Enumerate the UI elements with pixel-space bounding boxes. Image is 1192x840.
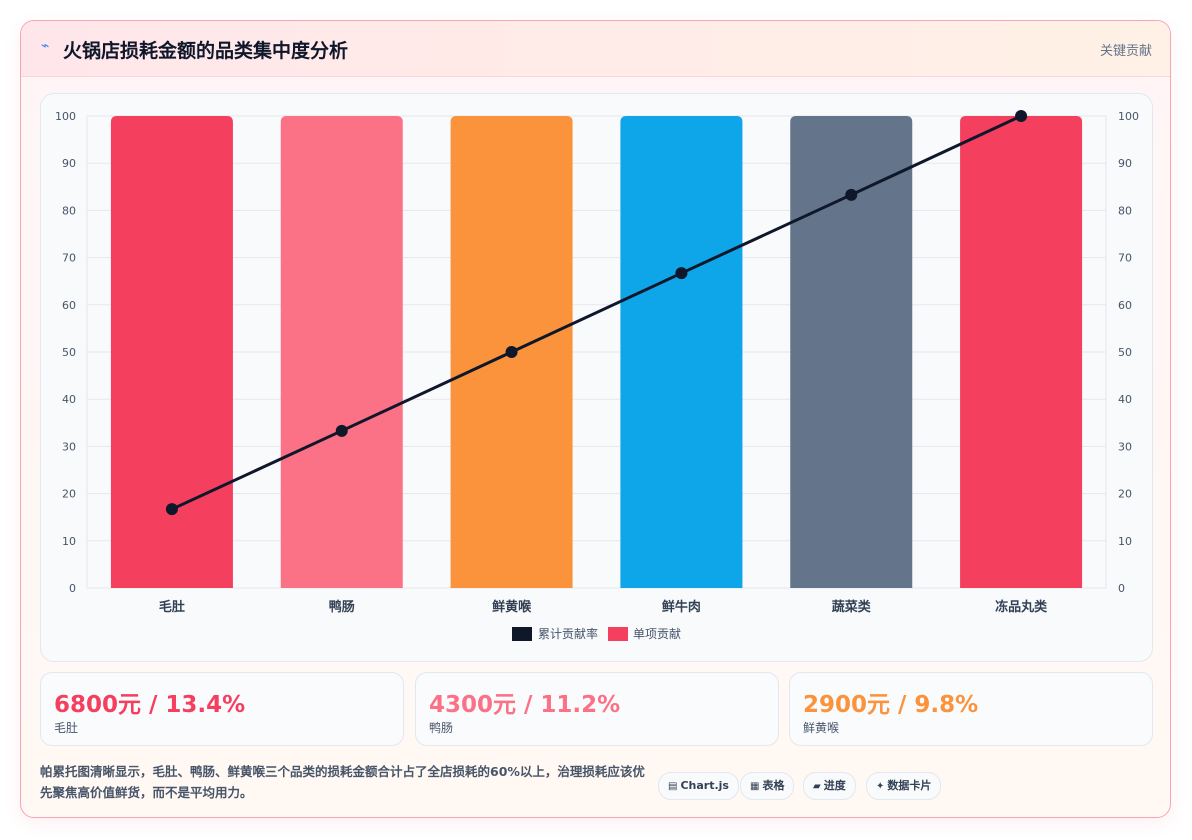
chip-progress[interactable]: ▰ 进度 — [803, 772, 856, 800]
stat-card-1: 6800元 / 13.4% 毛肚 — [40, 672, 404, 746]
summary-note: 帕累托图清晰显示，毛肚、鸭肠、鲜黄喉三个品类的损耗金额合计占了全店损耗的60%以… — [40, 764, 645, 800]
y2-tick-label: 50 — [1118, 346, 1132, 359]
y2-tick-label: 100 — [1118, 110, 1139, 123]
chart-icon: ▤ — [668, 781, 678, 792]
y-tick-label: 100 — [55, 110, 76, 123]
chart-panel: 0 0 10 10 20 20 30 30 40 40 50 50 60 60 70 70 80 80 90 90 10… — [40, 93, 1153, 662]
y-tick-label: 30 — [62, 440, 76, 453]
chip-label: 进度 — [823, 779, 846, 792]
legend-label-cumulative: 累计贡献率 — [538, 626, 598, 641]
x-tick-label: 毛肚 — [159, 599, 185, 615]
x-tick-label: 蔬菜类 — [832, 599, 872, 615]
y-tick-label: 70 — [62, 252, 76, 265]
header-tag: 关键贡献 — [1099, 44, 1152, 59]
y-tick-label: 40 — [62, 393, 76, 406]
y2-tick-label: 20 — [1118, 488, 1132, 501]
bar — [620, 116, 743, 588]
cumulative-line — [171, 114, 1022, 511]
y2-tick-label: 80 — [1118, 204, 1132, 217]
y2-tick-label: 30 — [1118, 440, 1132, 453]
y2-tick-label: 70 — [1118, 252, 1132, 265]
chip-label: 表格 — [762, 779, 785, 792]
lightning-icon: ⌁ — [41, 38, 50, 54]
stat-value: 2900元 / 9.8% — [803, 692, 979, 718]
y2-tick-label: 0 — [1118, 582, 1125, 595]
line-point — [335, 424, 348, 437]
y2-tick-label: 10 — [1118, 535, 1132, 548]
line-point — [845, 188, 858, 201]
y2-tick-label: 90 — [1118, 157, 1132, 170]
y2-tick-label: 60 — [1118, 299, 1132, 312]
bar — [110, 116, 233, 588]
table-icon: ▦ — [750, 781, 760, 792]
x-tick-label: 鲜牛肉 — [662, 599, 701, 615]
chip-table[interactable]: ▦ 表格 — [740, 772, 795, 800]
y-tick-label: 60 — [62, 299, 76, 312]
y-tick-label: 90 — [62, 157, 76, 170]
x-tick-label: 鲜黄喉 — [492, 599, 532, 615]
y-tick-label: 80 — [62, 204, 76, 217]
line-point — [1015, 110, 1028, 122]
stat-label: 鲜黄喉 — [803, 721, 840, 735]
line-point — [165, 503, 178, 516]
chip-label: Chart.js — [680, 779, 729, 792]
legend-swatch-single — [608, 627, 628, 641]
chip-data-card[interactable]: ✦ 数据卡片 — [866, 772, 942, 800]
bar — [960, 116, 1083, 588]
legend-label-single: 单项贡献 — [633, 626, 681, 641]
progress-icon: ▰ — [813, 781, 821, 792]
x-tick-label: 鸭肠 — [329, 599, 355, 615]
chip-label: 数据卡片 — [887, 779, 932, 792]
legend-swatch-cumulative — [512, 627, 532, 641]
stat-label: 鸭肠 — [429, 721, 454, 735]
y-tick-label: 10 — [62, 535, 76, 548]
pareto-chart: 0 0 10 10 20 20 30 30 40 40 50 50 60 60 70 70 80 80 90 90 10… — [55, 110, 1139, 641]
stat-label: 毛肚 — [54, 721, 79, 735]
y-tick-label: 50 — [62, 346, 76, 359]
line-point — [675, 267, 688, 280]
stat-card-2: 4300元 / 11.2% 鸭肠 — [415, 672, 779, 746]
chip-chartjs[interactable]: ▤ Chart.js — [658, 772, 739, 800]
stat-value: 4300元 / 11.2% — [429, 692, 621, 718]
analysis-card: ⌁ 火锅店损耗金额的品类集中度分析 关键贡献 0 0 10 10 20 20 30 30 40 4… — [20, 20, 1171, 818]
y-tick-label: 20 — [62, 488, 76, 501]
bar — [280, 116, 403, 588]
stat-value: 6800元 / 13.4% — [54, 692, 246, 718]
line-point — [505, 346, 518, 358]
data-card-icon: ✦ — [876, 781, 885, 792]
stat-card-3: 2900元 / 9.8% 鲜黄喉 — [789, 672, 1153, 746]
bar — [790, 116, 913, 588]
x-tick-label: 冻品丸类 — [995, 599, 1048, 615]
y-tick-label: 0 — [69, 582, 76, 595]
card-header: ⌁ 火锅店损耗金额的品类集中度分析 关键贡献 — [21, 21, 1170, 77]
y2-tick-label: 40 — [1118, 393, 1132, 406]
card-title: 火锅店损耗金额的品类集中度分析 — [63, 40, 349, 62]
